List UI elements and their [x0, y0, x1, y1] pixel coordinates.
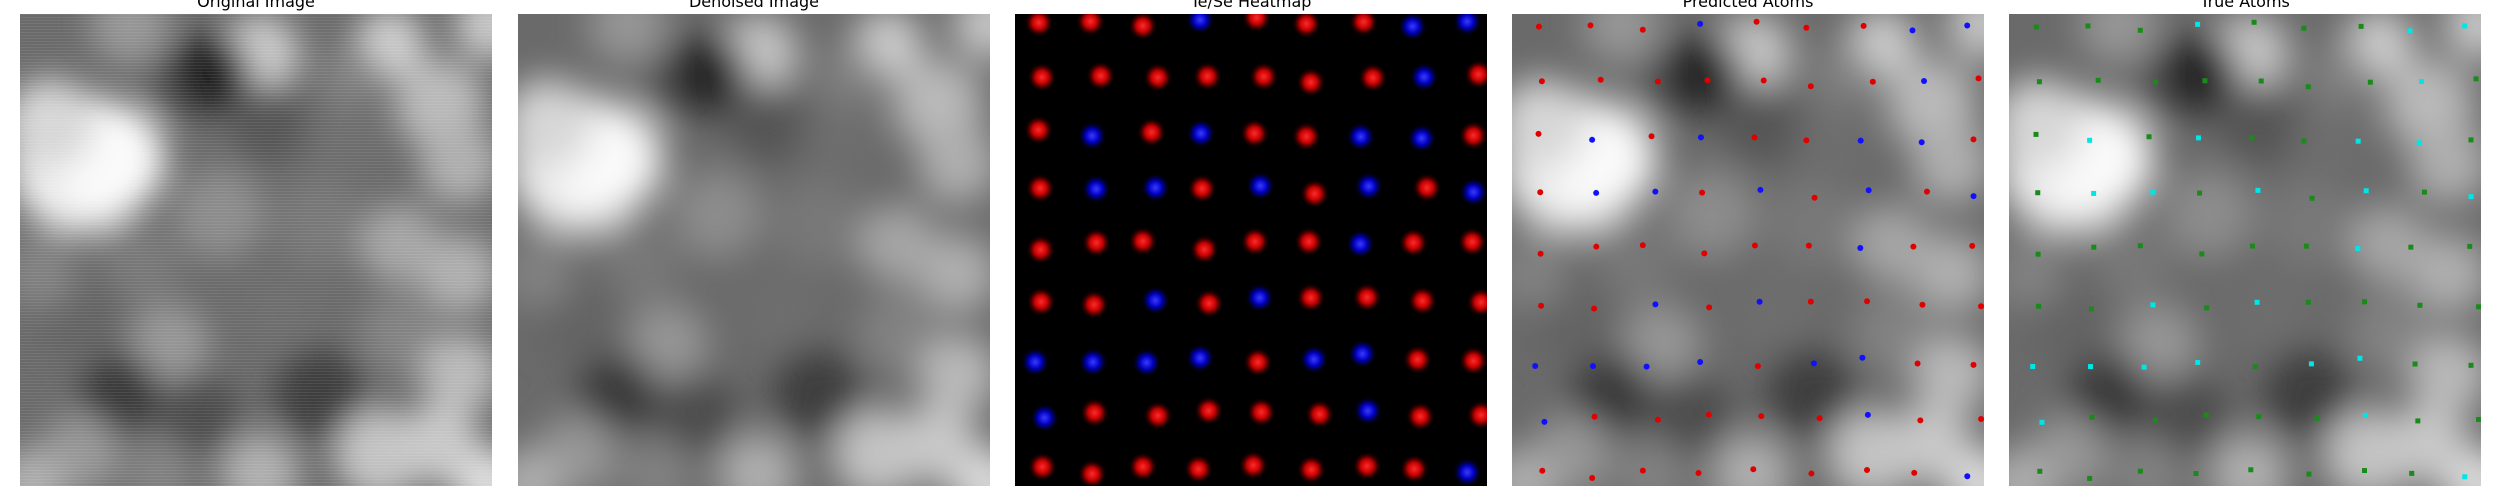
predicted-atoms-canvas: [1512, 14, 1984, 486]
panel-denoised-image: Denoised Image: [518, 0, 990, 500]
te-se-heatmap: [1015, 14, 1487, 486]
panel-title: Denoised Image: [688, 0, 820, 11]
original-image-canvas: [20, 14, 492, 486]
denoised-image: [518, 14, 990, 486]
panel-te-se-heatmap: Te/Se Heatmap: [1015, 0, 1487, 500]
panel-title: Predicted Atoms: [1682, 0, 1814, 11]
true-atoms-canvas: [2009, 14, 2481, 486]
panel-predicted-atoms: Predicted Atoms: [1512, 0, 1984, 500]
panel-true-atoms: True Atoms: [2009, 0, 2481, 500]
predicted-atoms-image: [1512, 14, 1984, 486]
panel-title: Original Image: [197, 0, 315, 11]
heatmap-canvas: [1015, 14, 1487, 486]
denoised-image-canvas: [518, 14, 990, 486]
panel-title: Te/Se Heatmap: [1190, 0, 1312, 11]
panel-title: True Atoms: [2200, 0, 2290, 11]
panel-original-image: Original Image: [20, 0, 492, 500]
original-image: [20, 14, 492, 486]
true-atoms-image: [2009, 14, 2481, 486]
